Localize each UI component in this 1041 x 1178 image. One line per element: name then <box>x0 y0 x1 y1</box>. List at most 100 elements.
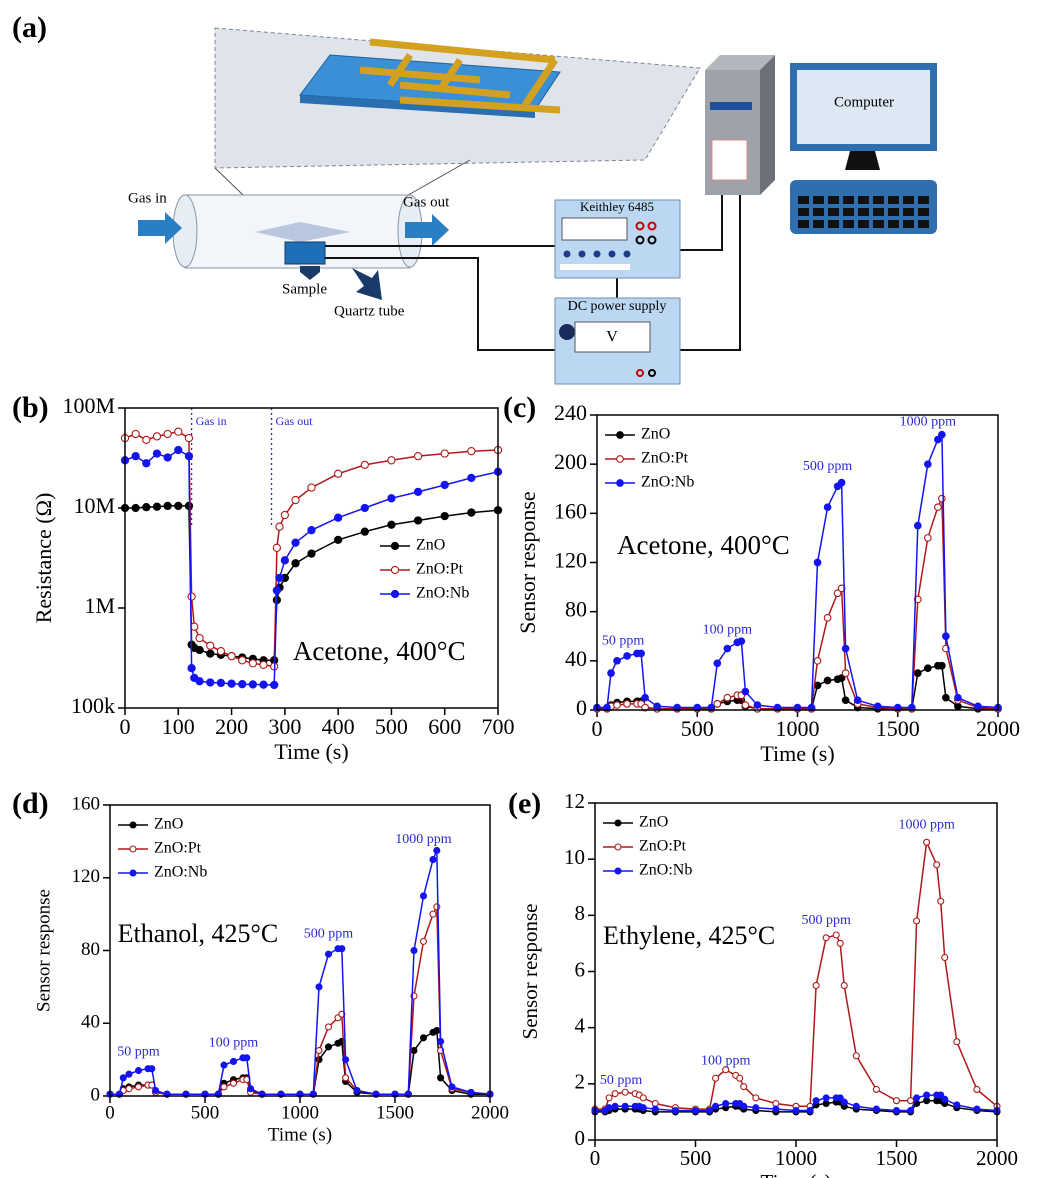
data-point <box>434 904 440 910</box>
label: Keithley 6485 <box>580 199 654 214</box>
data-point <box>185 435 192 442</box>
data-point <box>207 679 214 686</box>
data-point <box>175 446 182 453</box>
data-point <box>292 560 299 567</box>
data-point <box>841 1099 847 1105</box>
data-point <box>624 701 631 708</box>
data-point <box>622 1103 628 1109</box>
legend-marker <box>130 822 136 828</box>
tower-side <box>760 55 775 195</box>
y-tick-label: 100M <box>62 393 115 418</box>
data-point <box>126 1086 132 1092</box>
x-tick-label: 600 <box>428 714 461 739</box>
data-point <box>292 539 299 546</box>
data-point <box>421 1035 427 1041</box>
y-axis-title: Sensor response <box>33 889 54 1012</box>
annotation: 500 ppm <box>803 459 853 474</box>
key <box>798 196 809 204</box>
data-point <box>614 658 621 665</box>
legend-label: ZnO:Nb <box>416 585 469 602</box>
data-point <box>207 650 214 657</box>
panel-label: (d) <box>12 787 49 820</box>
data-point <box>281 511 288 518</box>
meter-screen <box>562 218 627 240</box>
data-point <box>153 450 160 457</box>
annotation: 500 ppm <box>304 926 354 941</box>
y-tick-label: 200 <box>554 449 587 474</box>
key <box>858 208 869 216</box>
y-axis-title: Resistance (Ω) <box>31 493 56 624</box>
key <box>903 196 914 204</box>
data-point <box>813 1098 819 1104</box>
data-point <box>612 1103 618 1109</box>
data-point <box>411 1048 417 1054</box>
key <box>843 196 854 204</box>
x-tick-label: 0 <box>120 714 131 739</box>
y-tick-label: 8 <box>575 901 586 925</box>
key <box>918 196 929 204</box>
data-point <box>753 1095 759 1101</box>
data-point <box>249 681 256 688</box>
series-line <box>595 842 997 1109</box>
data-point <box>361 528 368 535</box>
annotation: 50 ppm <box>602 633 645 648</box>
data-point <box>434 1028 440 1034</box>
key <box>798 220 809 228</box>
data-point <box>175 502 182 509</box>
y-tick-label: 100k <box>71 693 115 718</box>
panel-label: (c) <box>503 391 536 424</box>
data-point <box>248 1086 254 1092</box>
data-point <box>939 431 946 438</box>
annotation: 1000 ppm <box>900 415 957 430</box>
data-point <box>842 670 849 677</box>
data-point <box>908 1108 914 1114</box>
data-point <box>894 1108 900 1114</box>
legend-label: ZnO:Pt <box>416 561 464 578</box>
data-point <box>175 428 182 435</box>
meter-slot <box>560 264 630 270</box>
legend-marker <box>391 566 398 573</box>
data-point <box>943 694 950 701</box>
data-point <box>120 1075 126 1081</box>
y-tick-label: 40 <box>81 1012 100 1033</box>
data-point <box>421 893 427 899</box>
x-tick-label: 1500 <box>376 1102 414 1123</box>
key <box>828 220 839 228</box>
y-tick-label: 80 <box>81 939 100 960</box>
condition-note: Ethanol, 425°C <box>118 919 279 948</box>
annotation: 100 ppm <box>209 1035 259 1050</box>
data-point <box>388 495 395 502</box>
annotation: 50 ppm <box>117 1045 160 1060</box>
data-point <box>196 646 203 653</box>
annotation: 1000 ppm <box>898 818 955 833</box>
data-point <box>612 1091 618 1097</box>
x-tick-label: 2000 <box>471 1102 509 1123</box>
x-tick-label: 300 <box>268 714 301 739</box>
data-point <box>914 1095 920 1101</box>
data-point <box>308 484 315 491</box>
data-point <box>955 694 962 701</box>
event-label: Gas out <box>276 414 314 428</box>
data-point <box>942 954 948 960</box>
data-point <box>326 951 332 957</box>
data-point <box>853 1053 859 1059</box>
data-point <box>217 648 224 655</box>
data-point <box>742 688 749 695</box>
data-point <box>326 1044 332 1050</box>
key <box>858 196 869 204</box>
data-point <box>652 1106 658 1112</box>
data-point <box>925 535 932 542</box>
data-point <box>606 1095 612 1101</box>
x-tick-label: 500 <box>681 716 714 741</box>
data-point <box>335 514 342 521</box>
data-point <box>908 1098 914 1104</box>
legend-marker <box>617 480 624 487</box>
pointer <box>352 268 382 300</box>
data-point <box>713 1075 719 1081</box>
data-point <box>221 1084 227 1090</box>
legend-label: ZnO:Pt <box>639 838 687 855</box>
power-knob <box>559 324 575 340</box>
data-point <box>842 645 849 652</box>
data-point <box>753 1105 759 1111</box>
y-axis-title: Sensor response <box>515 491 540 633</box>
